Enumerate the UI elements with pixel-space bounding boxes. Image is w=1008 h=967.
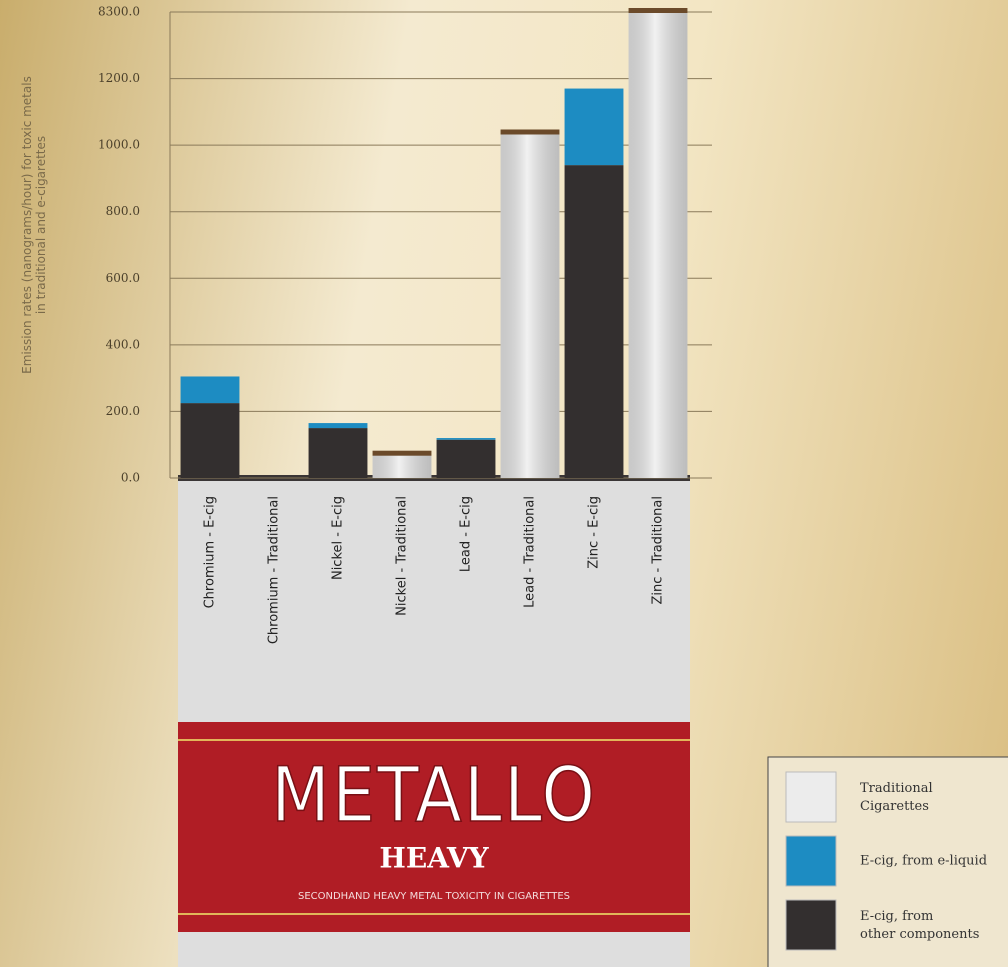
y-tick-label: 400.0 xyxy=(106,337,140,351)
x-tick-label: Nickel - Traditional xyxy=(395,496,410,616)
bar-shading xyxy=(500,133,560,478)
x-tick-label: Chromium - Traditional xyxy=(267,496,282,644)
y-tick-label: 1000.0 xyxy=(98,138,140,152)
pack-subtitle: HEAVY xyxy=(379,842,489,875)
y-tick-label: 8300.0 xyxy=(98,5,140,19)
x-tick-label: Zinc - E-cig xyxy=(587,496,602,569)
x-tick-label: Lead - Traditional xyxy=(523,496,538,608)
legend-label: Traditional Cigarettes xyxy=(860,781,933,814)
legend-swatch xyxy=(785,835,837,887)
x-tick-label: Nickel - E-cig xyxy=(331,496,346,580)
y-tick-label: 800.0 xyxy=(106,204,140,218)
legend-swatch xyxy=(785,771,837,823)
bar-segment xyxy=(436,439,496,478)
legend-label: E-cig, from other components xyxy=(860,909,979,942)
legend-label: E-cig, from e-liquid xyxy=(860,854,987,869)
bar-segment xyxy=(180,403,240,478)
bar-segment xyxy=(308,428,368,478)
bar-shading xyxy=(372,454,432,478)
y-tick-label: 200.0 xyxy=(106,404,140,418)
y-tick-label: 1200.0 xyxy=(98,71,140,85)
pack-band xyxy=(178,722,690,932)
bar-cap xyxy=(372,450,432,456)
y-axis-title: Emission rates (nanograms/hour) for toxi… xyxy=(20,76,48,374)
bar-cap xyxy=(628,8,688,13)
y-tick-label: 600.0 xyxy=(106,271,140,285)
bar-segment xyxy=(564,165,624,478)
bar-cap xyxy=(500,129,560,135)
pack-title: METALLO xyxy=(271,750,597,839)
bar-segment xyxy=(436,438,496,440)
x-tick-label: Zinc - Traditional xyxy=(651,496,666,605)
legend-swatch xyxy=(785,899,837,951)
bar-segment xyxy=(308,423,368,429)
x-tick-label: Lead - E-cig xyxy=(459,496,474,572)
bar-segment xyxy=(180,376,240,404)
pack-caption: SECONDHAND HEAVY METAL TOXICITY IN CIGAR… xyxy=(298,891,570,902)
bar-segment xyxy=(564,88,624,166)
x-tick-label: Chromium - E-cig xyxy=(203,496,218,608)
bar-shading xyxy=(628,12,688,478)
y-tick-label: 0.0 xyxy=(121,471,140,485)
